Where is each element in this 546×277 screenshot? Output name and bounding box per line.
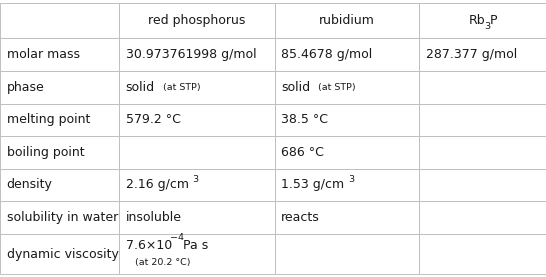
Bar bbox=[0, 201, 119, 234]
Text: solid: solid bbox=[126, 81, 155, 94]
Text: boiling point: boiling point bbox=[7, 146, 84, 159]
Bar bbox=[419, 234, 546, 274]
Bar bbox=[419, 169, 546, 201]
Text: 30.973761998 g/mol: 30.973761998 g/mol bbox=[126, 48, 256, 61]
Text: 1.53 g/cm: 1.53 g/cm bbox=[281, 178, 345, 191]
Text: 7.6×10: 7.6×10 bbox=[126, 238, 172, 252]
Text: 2.16 g/cm: 2.16 g/cm bbox=[126, 178, 188, 191]
Bar bbox=[419, 71, 546, 104]
Bar bbox=[275, 104, 419, 136]
Text: (at STP): (at STP) bbox=[318, 83, 356, 92]
Text: Pa s: Pa s bbox=[179, 238, 208, 252]
Bar bbox=[419, 38, 546, 71]
Text: 579.2 °C: 579.2 °C bbox=[126, 113, 181, 126]
Text: rubidium: rubidium bbox=[319, 14, 375, 27]
Bar bbox=[275, 169, 419, 201]
Text: phase: phase bbox=[7, 81, 44, 94]
Bar bbox=[275, 71, 419, 104]
Bar bbox=[275, 136, 419, 169]
Bar bbox=[0, 234, 119, 274]
Bar bbox=[119, 201, 275, 234]
Text: 3: 3 bbox=[193, 175, 199, 184]
Bar bbox=[119, 104, 275, 136]
Text: 38.5 °C: 38.5 °C bbox=[281, 113, 328, 126]
Text: 85.4678 g/mol: 85.4678 g/mol bbox=[281, 48, 372, 61]
Bar bbox=[119, 3, 275, 38]
Text: solid: solid bbox=[281, 81, 310, 94]
Text: melting point: melting point bbox=[7, 113, 90, 126]
Text: molar mass: molar mass bbox=[7, 48, 80, 61]
Bar bbox=[419, 104, 546, 136]
Text: Rb: Rb bbox=[468, 14, 485, 27]
Text: 287.377 g/mol: 287.377 g/mol bbox=[426, 48, 517, 61]
Text: P: P bbox=[490, 14, 497, 27]
Bar bbox=[0, 104, 119, 136]
Text: 3: 3 bbox=[484, 22, 490, 32]
Bar bbox=[419, 3, 546, 38]
Text: red phosphorus: red phosphorus bbox=[148, 14, 246, 27]
Bar bbox=[275, 38, 419, 71]
Bar bbox=[119, 71, 275, 104]
Text: dynamic viscosity: dynamic viscosity bbox=[7, 248, 118, 261]
Bar bbox=[0, 71, 119, 104]
Text: (at 20.2 °C): (at 20.2 °C) bbox=[135, 258, 191, 267]
Text: density: density bbox=[7, 178, 52, 191]
Bar bbox=[0, 136, 119, 169]
Bar bbox=[419, 136, 546, 169]
Text: (at STP): (at STP) bbox=[163, 83, 200, 92]
Bar bbox=[275, 3, 419, 38]
Bar bbox=[419, 201, 546, 234]
Text: solubility in water: solubility in water bbox=[7, 211, 118, 224]
Bar bbox=[119, 136, 275, 169]
Text: −4: −4 bbox=[170, 233, 185, 242]
Bar bbox=[119, 38, 275, 71]
Bar bbox=[119, 169, 275, 201]
Text: reacts: reacts bbox=[281, 211, 320, 224]
Bar bbox=[0, 169, 119, 201]
Bar bbox=[0, 38, 119, 71]
Text: 3: 3 bbox=[348, 175, 354, 184]
Text: insoluble: insoluble bbox=[126, 211, 182, 224]
Bar bbox=[275, 234, 419, 274]
Bar bbox=[275, 201, 419, 234]
Text: 686 °C: 686 °C bbox=[281, 146, 324, 159]
Bar bbox=[0, 3, 119, 38]
Bar bbox=[119, 234, 275, 274]
